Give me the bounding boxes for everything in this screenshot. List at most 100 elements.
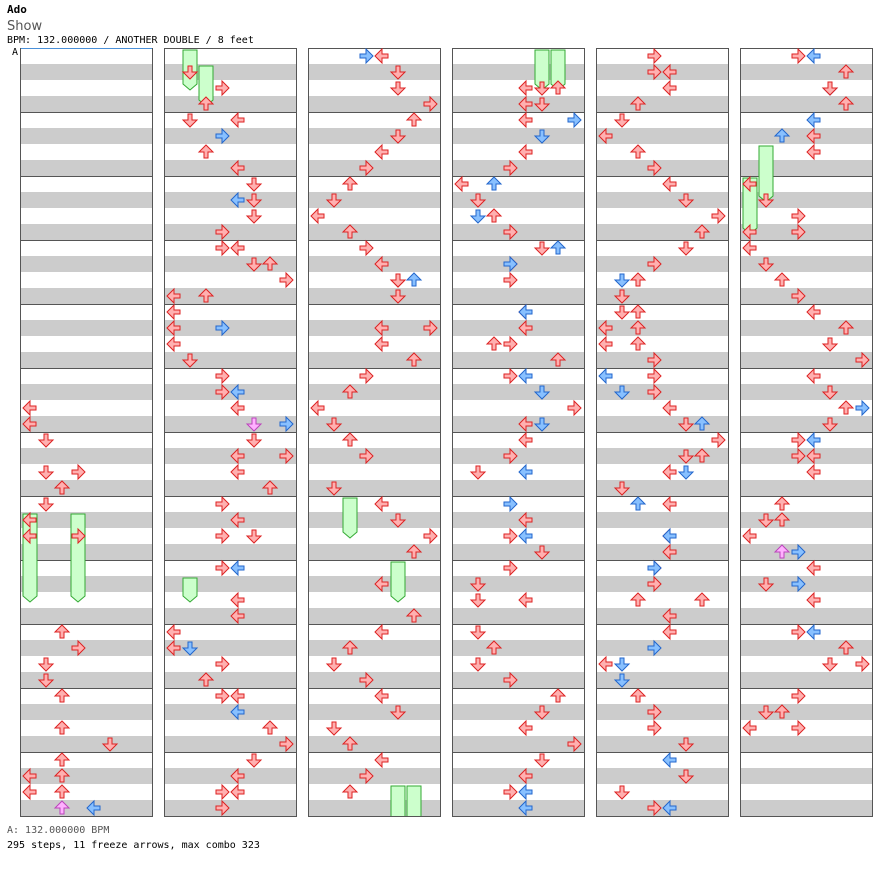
chart-column-6 [740,48,873,817]
step-arrow-down [181,113,199,128]
step-arrow-left [742,223,757,241]
step-arrow-right [791,623,806,641]
measure-line [596,240,728,241]
step-arrow-right [647,367,662,385]
measure-line [164,240,296,241]
step-arrow-down [245,177,263,192]
step-arrow-down [181,641,199,656]
step-arrow-down [677,417,695,432]
step-arrow-up [549,80,567,95]
step-arrow-up [485,176,503,191]
step-arrow-up [837,320,855,335]
step-arrow-down [37,673,55,688]
step-arrow-down [469,465,487,480]
step-arrow-down [533,753,551,768]
step-arrow-right [215,527,230,545]
step-arrow-left [518,783,533,801]
step-arrow-right [791,575,806,593]
freeze-arrow [342,497,358,539]
step-arrow-left [662,63,677,81]
step-arrow-right [647,559,662,577]
step-arrow-down [389,273,407,288]
step-arrow-left [230,399,245,417]
step-arrow-left [230,607,245,625]
step-arrow-left [230,159,245,177]
step-arrow-left [518,591,533,609]
step-arrow-right [855,655,870,673]
step-arrow-left [22,767,37,785]
step-arrow-right [647,575,662,593]
measure-line [20,240,152,241]
measure-line [308,240,440,241]
step-arrow-down [245,209,263,224]
step-arrow-left [806,559,821,577]
freeze-arrow [534,49,550,91]
step-arrow-right [215,367,230,385]
step-arrow-down [613,113,631,128]
step-arrow-up [261,480,279,495]
step-arrow-left [806,127,821,145]
step-arrow-right [359,239,374,257]
step-arrow-left [374,623,389,641]
measure-line [308,304,440,305]
step-arrow-right [503,527,518,545]
measure-line [20,688,152,689]
step-arrow-left [806,623,821,641]
measure-line [20,560,152,561]
notes-layer [166,49,294,816]
step-arrow-up [197,144,215,159]
measure-line [596,752,728,753]
measure-line [596,496,728,497]
step-arrow-right [215,239,230,257]
step-arrow-down [821,385,839,400]
step-arrow-down [533,545,551,560]
step-arrow-left [310,399,325,417]
measure-line [740,304,872,305]
step-arrow-left [454,175,469,193]
measure-line [740,560,872,561]
step-arrow-left [374,143,389,161]
step-arrow-left [230,559,245,577]
step-arrow-left [310,207,325,225]
step-arrow-down [469,625,487,640]
step-arrow-right [855,351,870,369]
step-arrow-up [53,768,71,783]
measure-line [740,368,872,369]
step-arrow-right [503,671,518,689]
step-arrow-down [533,385,551,400]
step-arrow-up [837,96,855,111]
step-arrow-right [71,639,86,657]
step-arrow-right [567,399,582,417]
step-arrow-up [405,544,423,559]
step-arrow-down [325,193,343,208]
measure-line [20,432,152,433]
step-arrow-right [647,383,662,401]
step-arrow-left [662,175,677,193]
step-arrow-left [806,447,821,465]
step-arrow-down [245,529,263,544]
step-arrow-up [773,704,791,719]
step-arrow-right [71,527,86,545]
step-arrow-left [662,543,677,561]
chart-stats: 295 steps, 11 freeze arrows, max combo 3… [7,840,260,851]
step-arrow-down [469,193,487,208]
step-arrow-right [503,159,518,177]
step-arrow-right [503,447,518,465]
step-arrow-down [325,721,343,736]
step-arrow-right [423,527,438,545]
step-arrow-up [773,544,791,559]
measure-line [308,496,440,497]
measure-line [20,176,152,177]
step-arrow-left [166,623,181,641]
step-arrow-right [791,287,806,305]
step-arrow-down [245,193,263,208]
step-arrow-left [662,399,677,417]
measure-line [452,304,584,305]
freeze-arrow [390,785,406,816]
step-arrow-right [423,95,438,113]
step-arrow-down [469,209,487,224]
step-arrow-left [662,463,677,481]
step-arrow-up [629,304,647,319]
step-arrow-down [821,337,839,352]
step-arrow-left [374,319,389,337]
